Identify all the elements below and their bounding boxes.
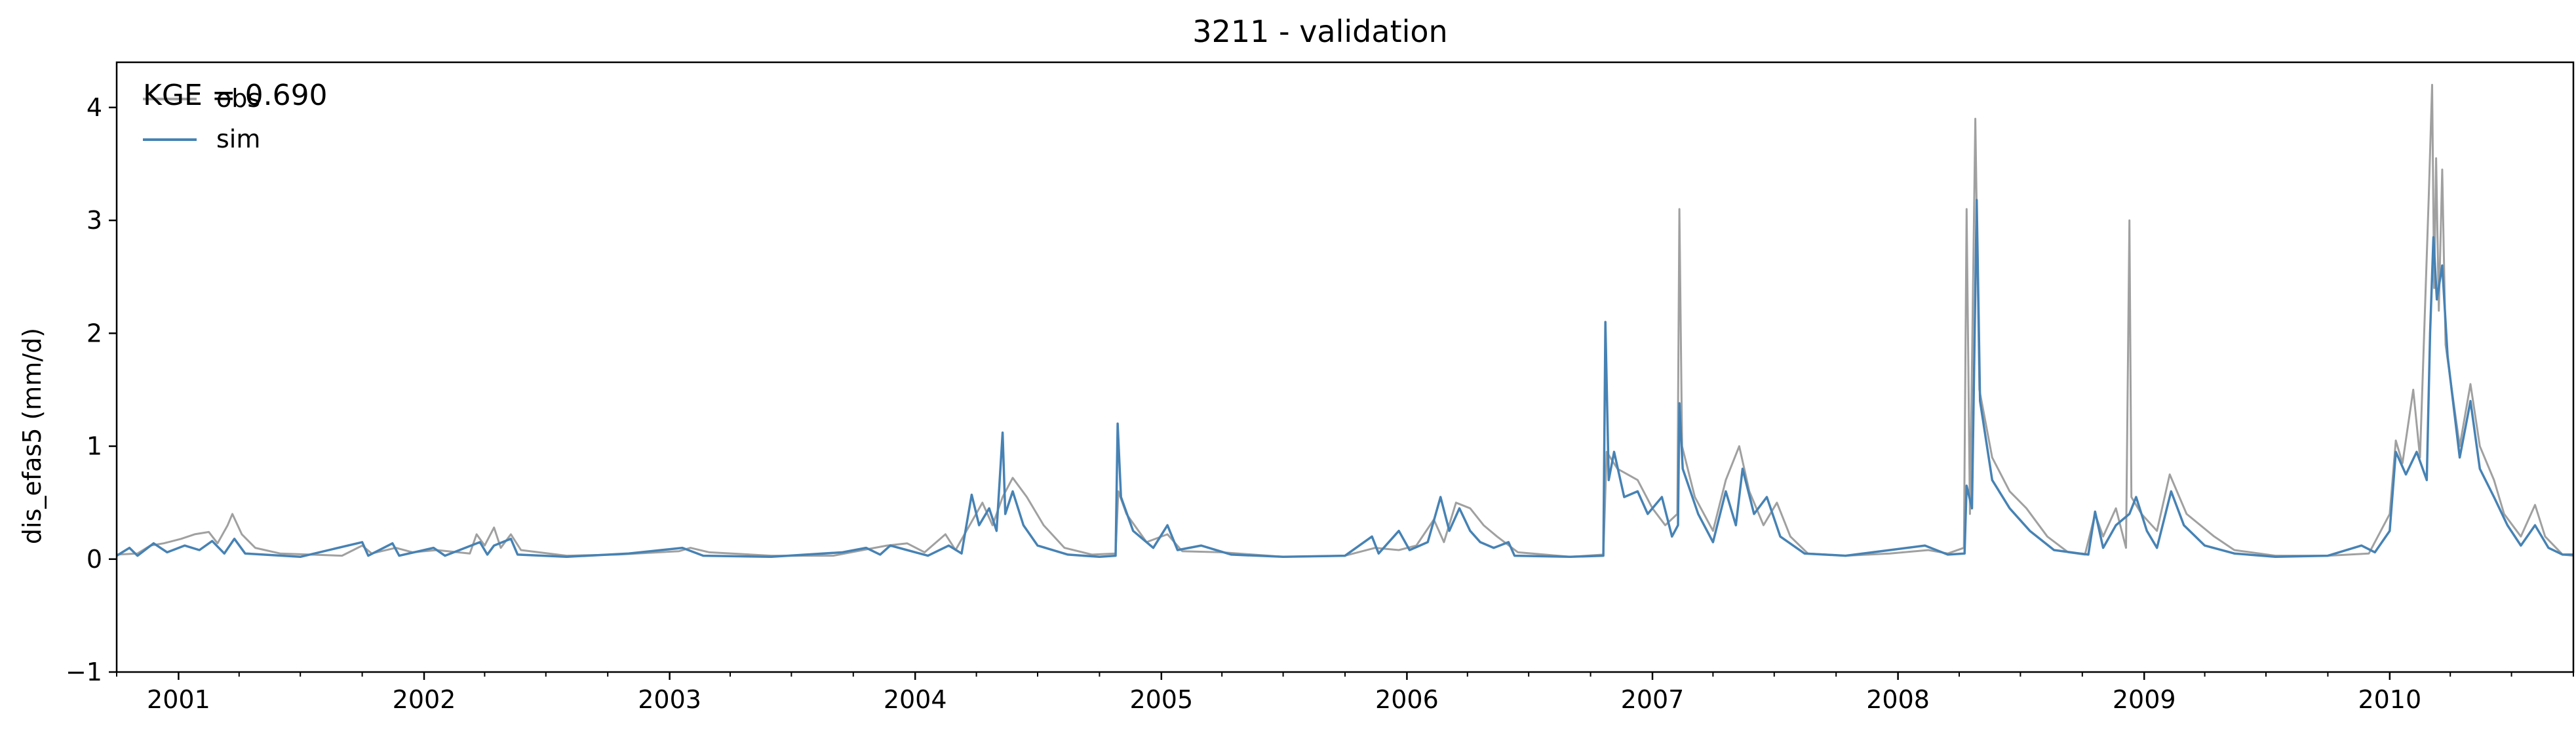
- x-tick-label: 2007: [1621, 685, 1685, 714]
- y-tick-label: 0: [87, 545, 102, 574]
- x-tick-label: 2009: [2113, 685, 2176, 714]
- y-tick-label: 4: [87, 93, 102, 122]
- plot-area: [115, 61, 2575, 673]
- x-tick-label: 2001: [147, 685, 210, 714]
- x-tick-label: 2008: [1866, 685, 1930, 714]
- x-tick-label: 2006: [1375, 685, 1439, 714]
- y-tick-label: −1: [66, 658, 102, 686]
- x-tick-label: 2003: [638, 685, 701, 714]
- x-tick-label: 2010: [2358, 685, 2421, 714]
- legend-sim-label: sim: [216, 125, 260, 153]
- x-tick-label: 2002: [393, 685, 456, 714]
- x-tick-label: 2005: [1129, 685, 1193, 714]
- y-tick-label: 1: [87, 432, 102, 461]
- legend-obs-label: obs: [216, 84, 260, 113]
- legend: obs sim: [143, 84, 260, 153]
- y-axis: −1 0 1 2 3 4: [66, 93, 117, 686]
- chart-title: 3211 - validation: [1192, 14, 1447, 49]
- y-tick-label: 3: [87, 206, 102, 235]
- x-axis: 2001 2002 2003 2004 2005 2006 2007 2008 2009 2010: [116, 672, 2574, 714]
- y-axis-label: dis_efas5 (mm/d): [18, 328, 47, 544]
- x-tick-label: 2004: [884, 685, 947, 714]
- series-obs-line: [116, 83, 2574, 558]
- series-sim-line: [116, 199, 2573, 559]
- y-tick-label: 2: [87, 319, 102, 347]
- plot-frame: [115, 61, 2575, 673]
- kge-annotation: KGE = 0.690: [143, 79, 328, 112]
- series-layer: [116, 83, 2574, 559]
